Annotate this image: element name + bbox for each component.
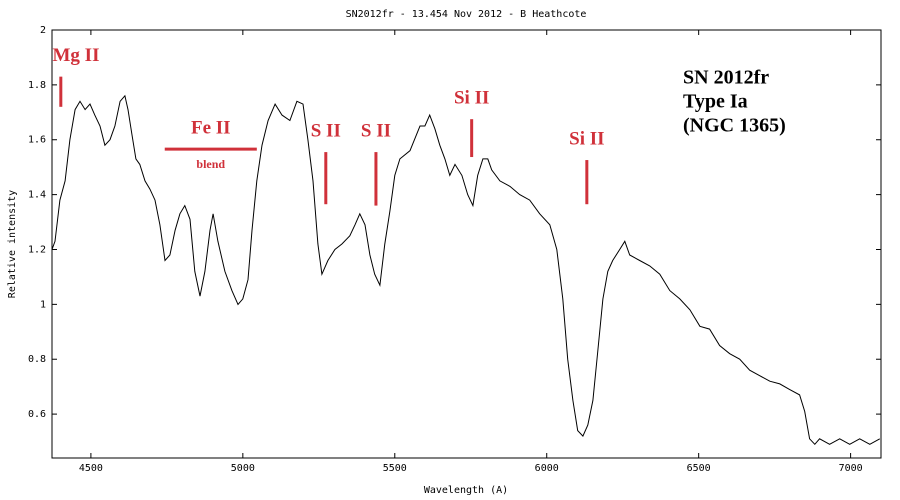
y-tick-label: 1.2 xyxy=(28,244,46,255)
annotation-label: Mg II xyxy=(53,45,100,66)
annotation-label: S II xyxy=(361,120,391,141)
annotation-sublabel: blend xyxy=(196,157,225,171)
plot-frame xyxy=(51,29,882,459)
x-tick-label: 6000 xyxy=(535,463,559,474)
x-tick-label: 6500 xyxy=(687,463,711,474)
y-tick-label: 0.8 xyxy=(28,354,46,365)
annotation-label: Fe II xyxy=(191,117,231,138)
y-tick-label: 2 xyxy=(40,25,46,36)
annotation-label: S II xyxy=(311,120,341,141)
x-tick-label: 7000 xyxy=(839,463,863,474)
chart-title: SN2012fr - 13.454 Nov 2012 - B Heathcote xyxy=(346,9,587,20)
x-axis-label: Wavelength (A) xyxy=(424,485,508,496)
x-tick-label: 5000 xyxy=(231,463,255,474)
y-tick-label: 1 xyxy=(40,299,46,310)
y-tick-label: 1.8 xyxy=(28,80,46,91)
y-tick-label: 1.6 xyxy=(28,135,46,146)
annotation-label: Si II xyxy=(454,88,489,109)
y-tick-label: 0.6 xyxy=(28,409,46,420)
x-tick-label: 4500 xyxy=(79,463,103,474)
annotation-label: Si II xyxy=(569,128,604,149)
y-tick-label: 1.4 xyxy=(28,190,46,201)
info-text: SN 2012fr xyxy=(683,67,769,89)
y-axis-label: Relative intensity xyxy=(7,190,18,298)
x-tick-label: 5500 xyxy=(383,463,407,474)
info-text: (NGC 1365) xyxy=(683,115,786,137)
info-text: Type Ia xyxy=(683,91,748,113)
spectrum-line xyxy=(51,94,881,446)
